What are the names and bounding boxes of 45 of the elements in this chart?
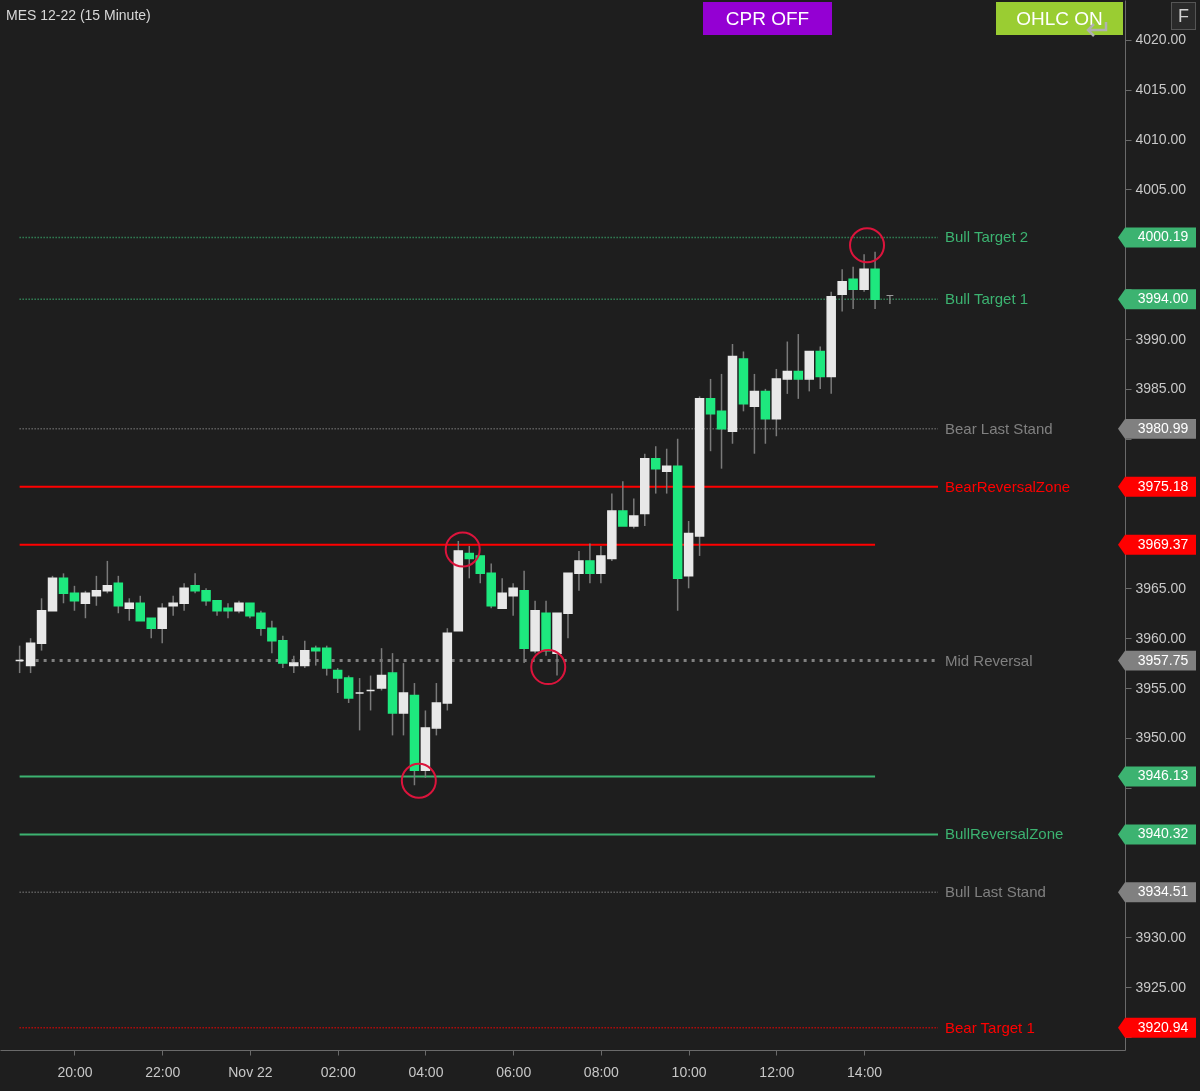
ref-line-label: Bull Target 1 (945, 290, 1029, 308)
text: 3957.75 (1137, 651, 1189, 668)
text: F (1171, 2, 1196, 30)
x-tick-label: 02:00 (320, 1063, 356, 1080)
text: 3940.32 (1137, 825, 1189, 842)
y-tick-label: 4020.00 (1135, 31, 1187, 48)
x-tick-label: Nov 22 (228, 1063, 273, 1080)
x-tick-label: 10:00 (671, 1063, 707, 1080)
y-tick-label: 4005.00 (1135, 180, 1187, 197)
ref-line-label: BullReversalZone (945, 825, 1064, 843)
x-tick-label: 20:00 (57, 1063, 93, 1080)
ref-line-label: BearReversalZone (945, 477, 1071, 495)
text: 3969.37 (1137, 535, 1189, 552)
y-tick-label: 4010.00 (1135, 131, 1187, 148)
y-tick-label: 3965.00 (1135, 579, 1187, 596)
x-tick-label: 22:00 (145, 1063, 181, 1080)
annotation: OHLC ON (996, 2, 1123, 35)
text: 3994.00 (1137, 290, 1189, 307)
y-tick-label: 3930.00 (1135, 928, 1187, 945)
text: MES 12-22 (15 Minute) (6, 7, 151, 23)
y-tick-label: 3955.00 (1135, 679, 1187, 696)
x-tick-label: 06:00 (496, 1063, 532, 1080)
ref-line-label: Bear Target 1 (945, 1018, 1035, 1036)
annotation: T (885, 292, 895, 308)
y-tick-label: 3925.00 (1135, 978, 1187, 995)
x-tick-label: 12:00 (759, 1063, 795, 1080)
ref-line-label: Bear Last Stand (945, 419, 1053, 437)
ref-line-label: Bull Target 2 (945, 228, 1029, 246)
y-tick-label: 3960.00 (1135, 629, 1187, 646)
ref-line-label: Bull Last Stand (945, 883, 1046, 901)
text: 4000.19 (1137, 228, 1189, 245)
text: 3920.94 (1137, 1018, 1189, 1035)
y-tick-label: 3950.00 (1135, 729, 1187, 746)
text: 3980.99 (1137, 419, 1189, 436)
text: 3946.13 (1137, 767, 1189, 784)
y-tick-label: 3985.00 (1135, 380, 1187, 397)
annotation: CPR OFF (703, 2, 832, 35)
text: 3934.51 (1137, 883, 1189, 900)
ref-line-label: Mid Reversal (945, 651, 1033, 669)
text: 3975.18 (1137, 477, 1189, 494)
y-tick-label: 3990.00 (1135, 330, 1187, 347)
y-tick-label: 4015.00 (1135, 81, 1187, 98)
x-tick-label: 08:00 (583, 1063, 620, 1080)
x-tick-label: 04:00 (408, 1063, 444, 1080)
x-tick-label: 14:00 (847, 1063, 883, 1080)
